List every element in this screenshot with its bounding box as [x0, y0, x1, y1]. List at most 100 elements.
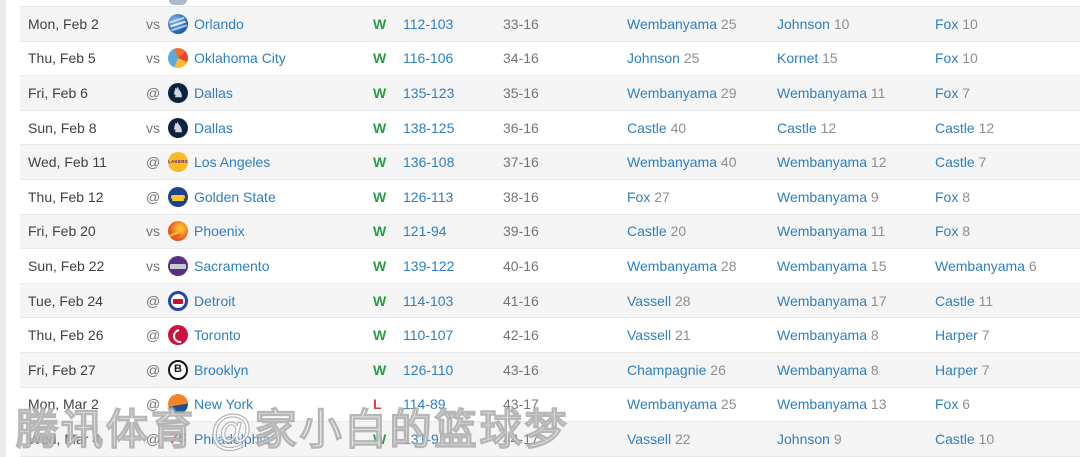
points-leader-link[interactable]: Castle: [627, 223, 667, 240]
team-link[interactable]: Brooklyn: [194, 361, 249, 378]
game-date: Fri, Feb 6: [28, 84, 88, 101]
team-link[interactable]: Detroit: [194, 292, 236, 309]
team-link[interactable]: Toronto: [194, 327, 241, 344]
points-leader-link[interactable]: Vassell: [627, 292, 672, 309]
rebounds-leader: Wembanyama 11: [777, 85, 935, 101]
rebounds-leader-link[interactable]: Wembanyama: [777, 257, 868, 274]
points-leader-value: 40: [670, 119, 687, 136]
team-link[interactable]: Golden State: [194, 188, 276, 205]
points-leader: Vassell 28: [627, 293, 777, 309]
rebounds-leader-link[interactable]: Johnson: [777, 15, 830, 32]
score-link[interactable]: 121-94: [403, 223, 447, 240]
points-leader-value: 29: [720, 84, 737, 101]
points-leader-link[interactable]: Wembanyama: [627, 154, 718, 171]
rebounds-leader-link[interactable]: Wembanyama: [777, 84, 868, 101]
golden-state-warriors-logo[interactable]: [168, 186, 188, 207]
team-link[interactable]: New York: [194, 396, 254, 413]
score-link[interactable]: 138-125: [403, 119, 455, 136]
points-leader-link[interactable]: Wembanyama: [627, 396, 718, 413]
game-result: W: [373, 154, 387, 171]
score-link[interactable]: 135-123: [403, 84, 455, 101]
assists-leader-link[interactable]: Harper: [935, 327, 978, 344]
oklahoma-city-thunder-logo[interactable]: [168, 48, 188, 69]
score-link[interactable]: 110-107: [403, 327, 454, 344]
rebounds-leader: Wembanyama 13: [777, 396, 935, 412]
team-cell: Detroit: [168, 290, 373, 311]
team-link[interactable]: Oklahoma City: [194, 50, 286, 67]
points-leader-value: 26: [710, 361, 726, 378]
score-link[interactable]: 136-108: [403, 154, 455, 171]
rebounds-leader-link[interactable]: Wembanyama: [777, 327, 868, 344]
dallas-mavericks-logo[interactable]: ♞: [168, 82, 188, 103]
new-york-knicks-logo[interactable]: [168, 394, 188, 415]
philadelphia-76ers-logo[interactable]: 76: [168, 429, 188, 449]
points-leader-value: 21: [674, 327, 691, 344]
assists-leader-link[interactable]: Fox: [935, 188, 959, 205]
game-date: Tue, Feb 24: [28, 292, 103, 309]
detroit-pistons-logo[interactable]: [168, 290, 188, 311]
team-link[interactable]: Los Angeles: [194, 154, 271, 171]
rebounds-leader-value: 8: [870, 361, 879, 378]
team-link[interactable]: Phoenix: [194, 223, 245, 240]
score-link[interactable]: 126-110: [403, 361, 454, 378]
score-link[interactable]: 126-113: [403, 188, 454, 205]
team-link[interactable]: Orlando: [194, 15, 244, 32]
points-leader-link[interactable]: Johnson: [627, 50, 680, 67]
rebounds-leader-link[interactable]: Wembanyama: [777, 154, 868, 171]
score-cell: 126-110: [403, 362, 503, 378]
rebounds-leader-link[interactable]: Johnson: [777, 430, 830, 447]
score-link[interactable]: 114-89: [403, 396, 446, 413]
assists-leader-link[interactable]: Harper: [935, 361, 978, 378]
rebounds-leader-link[interactable]: Wembanyama: [777, 396, 868, 413]
team-cell: Sacramento: [168, 255, 373, 276]
rebounds-leader: Johnson 9: [777, 431, 935, 447]
points-leader-value: 28: [674, 292, 691, 309]
game-row: Wed, Mar 4 @ 76 Philadelphia W 131-91 44…: [20, 422, 1080, 457]
team-logo-text: ♞: [172, 120, 184, 136]
points-leader-link[interactable]: Castle: [627, 119, 667, 136]
points-leader-link[interactable]: Fox: [627, 188, 651, 205]
points-leader-link[interactable]: Wembanyama: [627, 84, 718, 101]
score-link[interactable]: 112-103: [403, 15, 454, 32]
rebounds-leader-link[interactable]: Wembanyama: [777, 223, 868, 240]
toronto-raptors-logo[interactable]: [168, 325, 188, 346]
sacramento-kings-logo[interactable]: [168, 255, 188, 276]
score-link[interactable]: 131-91: [403, 430, 447, 447]
brooklyn-nets-logo[interactable]: B: [168, 359, 188, 380]
rebounds-leader-link[interactable]: Wembanyama: [777, 361, 868, 378]
points-leader-link[interactable]: Champagnie: [627, 361, 707, 378]
assists-leader: Fox 7: [935, 85, 1080, 101]
assists-leader-link[interactable]: Castle: [935, 430, 975, 447]
assists-leader-link[interactable]: Wembanyama: [935, 257, 1026, 274]
points-leader-link[interactable]: Vassell: [627, 327, 672, 344]
team-record: 42-16: [503, 327, 539, 344]
team-link[interactable]: Dallas: [194, 119, 233, 136]
assists-leader-link[interactable]: Castle: [935, 292, 975, 309]
rebounds-leader-link[interactable]: Castle: [777, 119, 817, 136]
points-leader-link[interactable]: Vassell: [627, 430, 672, 447]
team-link[interactable]: Sacramento: [194, 257, 270, 274]
team-cell: Orlando: [168, 13, 373, 34]
assists-leader-link[interactable]: Fox: [935, 223, 959, 240]
los-angeles-lakers-logo[interactable]: LAKERS: [168, 152, 188, 173]
assists-leader-link[interactable]: Castle: [935, 154, 975, 171]
orlando-magic-logo[interactable]: [168, 13, 188, 34]
team-link[interactable]: Dallas: [194, 84, 233, 101]
assists-leader-link[interactable]: Fox: [935, 396, 959, 413]
points-leader-link[interactable]: Wembanyama: [627, 257, 718, 274]
rebounds-leader-link[interactable]: Wembanyama: [777, 292, 868, 309]
score-link[interactable]: 139-122: [403, 257, 455, 274]
team-link[interactable]: Philadelphia: [194, 430, 271, 447]
points-leader-link[interactable]: Wembanyama: [627, 15, 718, 32]
score-link[interactable]: 114-103: [403, 292, 454, 309]
rebounds-leader-link[interactable]: Wembanyama: [777, 188, 868, 205]
assists-leader: Fox 10: [935, 50, 1080, 66]
rebounds-leader-link[interactable]: Kornet: [777, 50, 819, 67]
assists-leader-link[interactable]: Castle: [935, 119, 975, 136]
score-link[interactable]: 116-106: [403, 50, 454, 67]
assists-leader-link[interactable]: Fox: [935, 84, 959, 101]
phoenix-suns-logo[interactable]: [168, 221, 188, 242]
dallas-mavericks-logo[interactable]: ♞: [168, 117, 188, 138]
assists-leader-link[interactable]: Fox: [935, 50, 959, 67]
assists-leader-link[interactable]: Fox: [935, 15, 959, 32]
